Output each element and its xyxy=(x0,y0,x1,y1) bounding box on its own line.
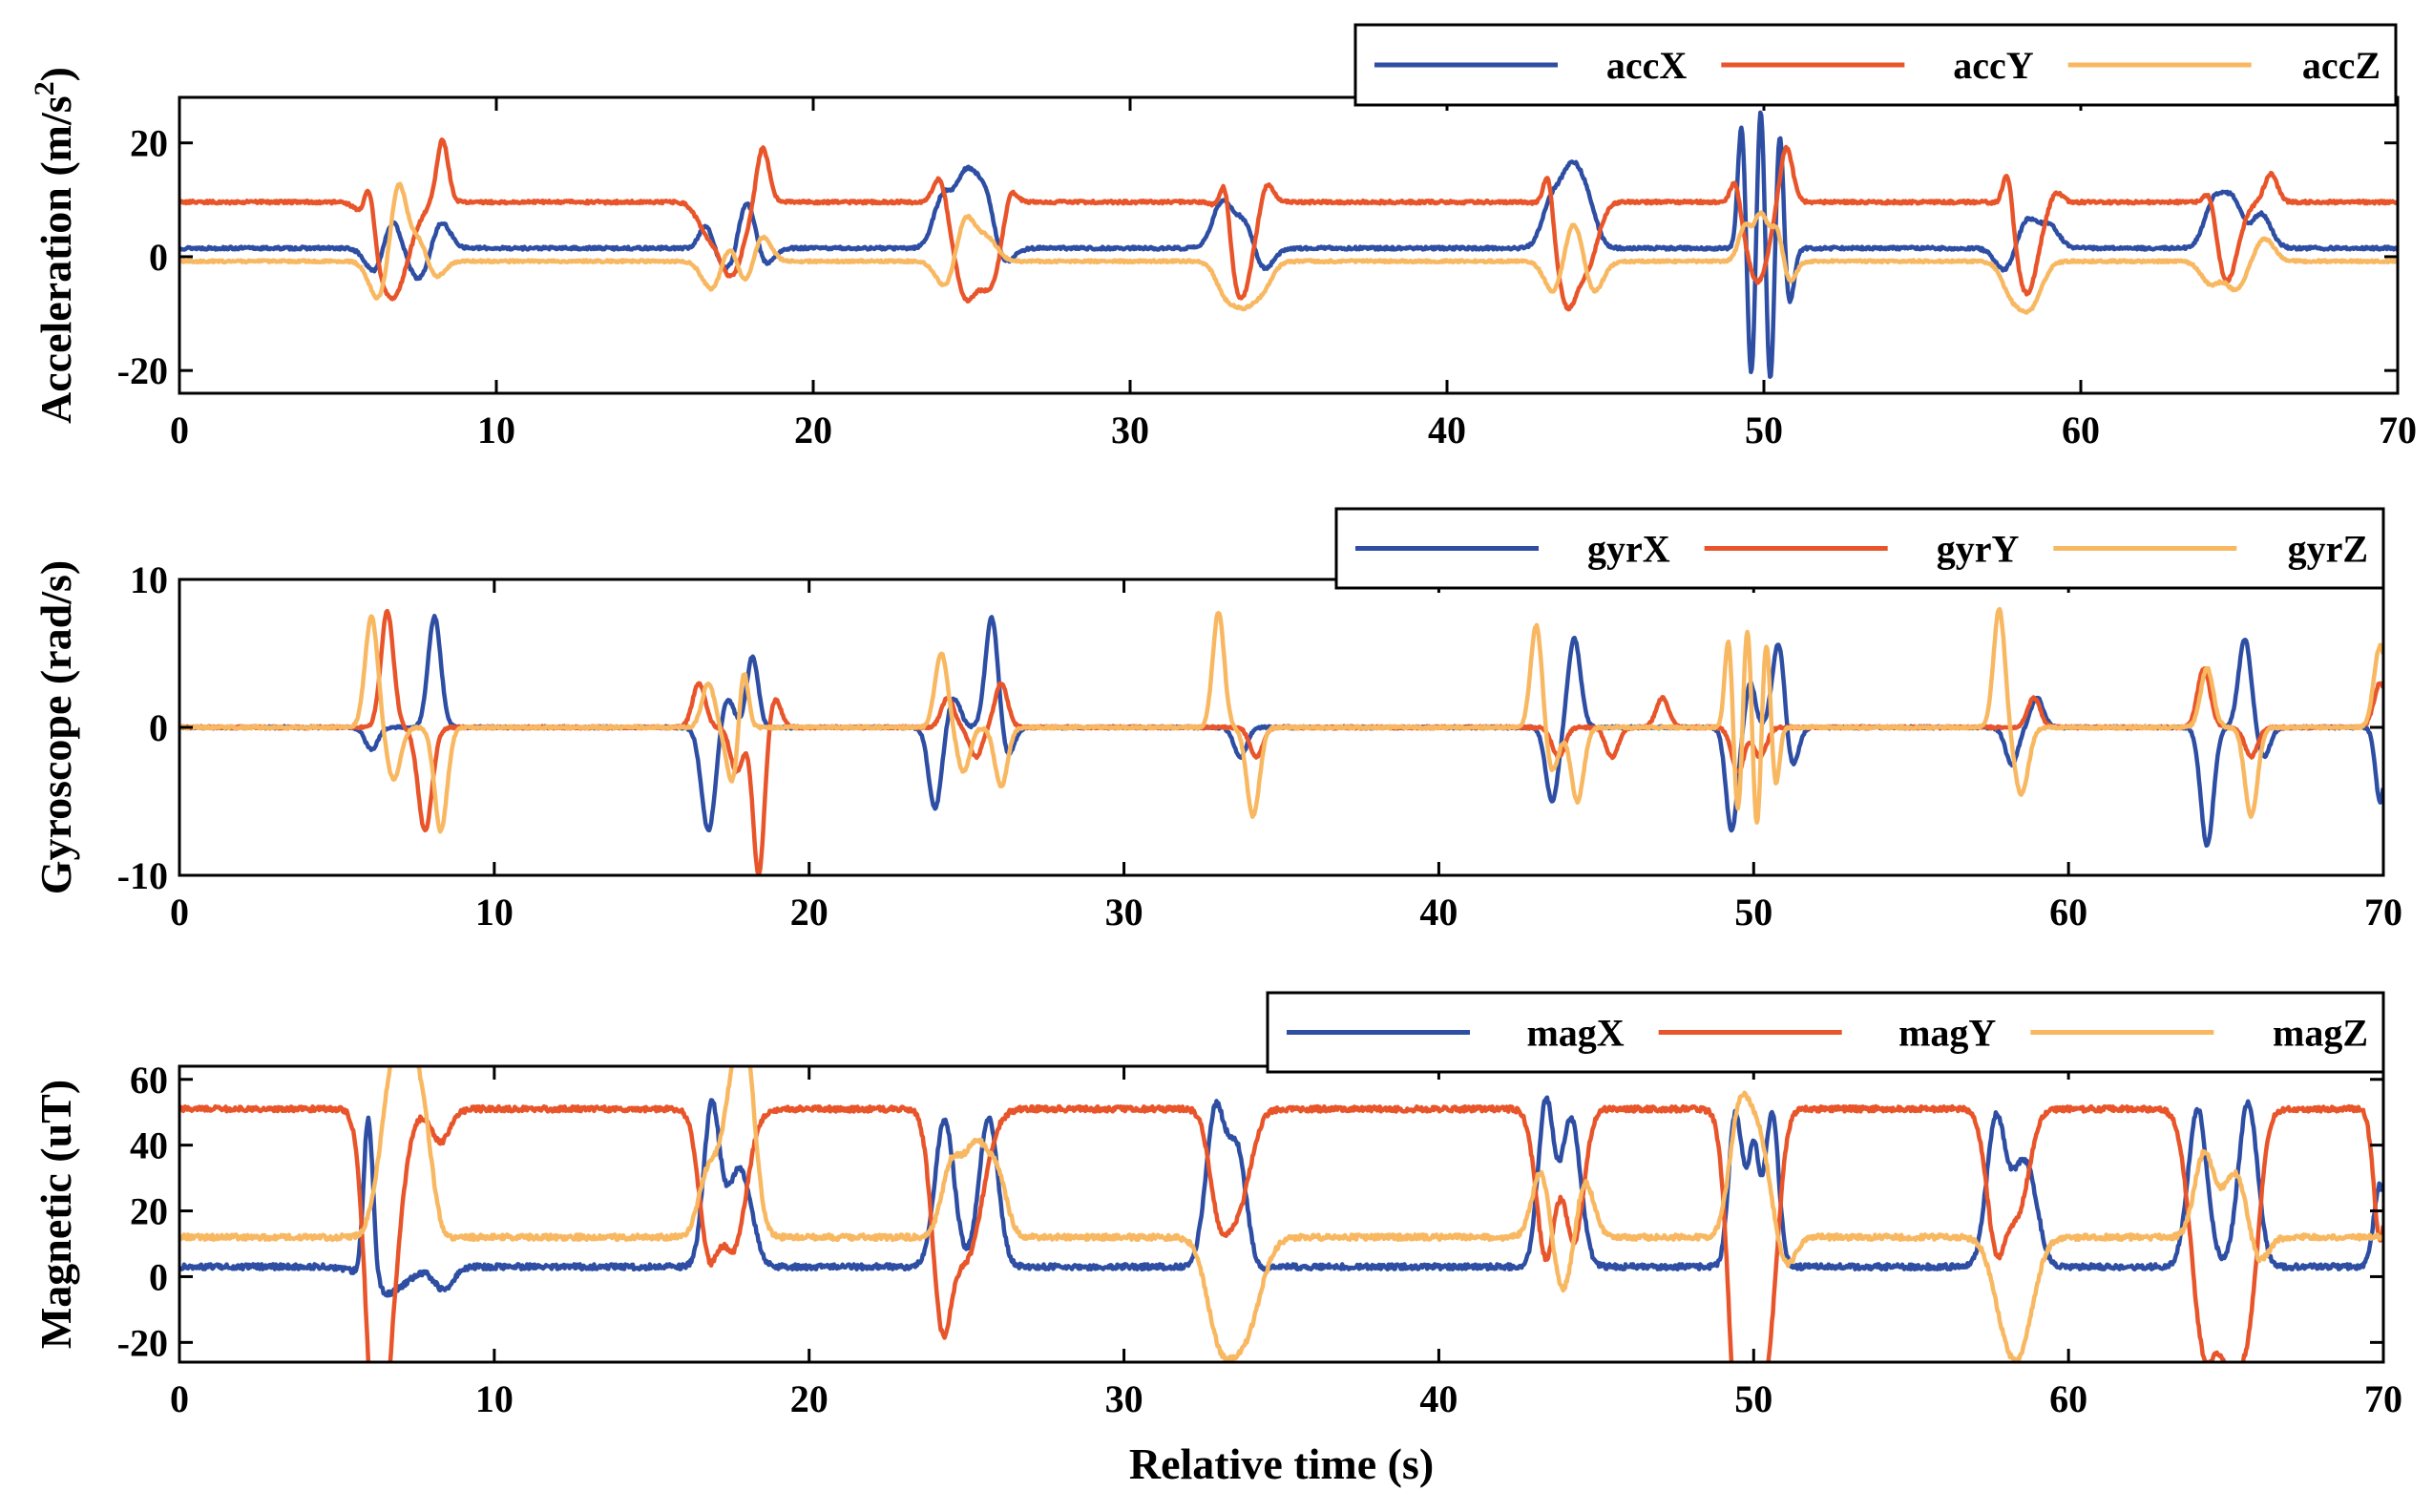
series-lines xyxy=(179,1066,2383,1362)
x-tick-label: 50 xyxy=(1745,409,1783,452)
x-tick-label: 40 xyxy=(1419,891,1458,934)
y-tick-label: -20 xyxy=(117,1321,168,1364)
x-tick-label: 30 xyxy=(1105,1377,1143,1420)
x-tick-label: 40 xyxy=(1419,1377,1458,1420)
legend-label-accZ: accZ xyxy=(2302,44,2381,87)
x-tick-label: 50 xyxy=(1734,891,1772,934)
x-tick-label: 60 xyxy=(2062,409,2100,452)
legend-label-magX: magX xyxy=(1526,1012,1624,1055)
y-tick-label: 20 xyxy=(130,1190,168,1233)
y-axis-title-text: Gyroscope (rad/s) xyxy=(31,560,80,895)
x-tick-label: 0 xyxy=(170,891,189,934)
x-tick-label: 10 xyxy=(475,891,514,934)
y-tick-label: -10 xyxy=(117,854,168,897)
x-tick-label: 60 xyxy=(2049,891,2087,934)
legend-label-accY: accY xyxy=(1953,44,2034,87)
y-axis-title: Acceleration (m/s2) xyxy=(29,67,80,424)
series-line-magX xyxy=(179,1095,2383,1298)
y-tick-label: 40 xyxy=(130,1124,168,1167)
y-tick-label: 0 xyxy=(149,706,168,749)
legend: magX magY magZ xyxy=(1266,991,2385,1074)
x-tick-label: 0 xyxy=(170,1377,189,1420)
series-line-gyrY xyxy=(179,608,2383,875)
series-line-magZ xyxy=(179,1066,2383,1362)
x-tick-label: 30 xyxy=(1111,409,1149,452)
x-tick-label: 20 xyxy=(790,1377,828,1420)
y-tick-label: 60 xyxy=(130,1059,168,1102)
plot-frame xyxy=(178,95,2400,395)
series-lines xyxy=(179,606,2383,875)
x-tick-label: 40 xyxy=(1428,409,1466,452)
x-tick-label: 10 xyxy=(475,1377,514,1420)
x-tick-label: 20 xyxy=(790,891,828,934)
x-tick-label: 30 xyxy=(1105,891,1143,934)
series-line-accY xyxy=(179,137,2398,312)
series-line-accX xyxy=(179,110,2398,379)
legend: accX accY accZ xyxy=(1353,23,2398,107)
legend-label-gyrX: gyrX xyxy=(1587,528,1670,571)
y-axis-title-superscript: 2 xyxy=(29,81,60,95)
x-tick-label: 70 xyxy=(2379,409,2417,452)
legend-label-magZ: magZ xyxy=(2273,1012,2368,1055)
x-tick-label: 70 xyxy=(2364,1377,2402,1420)
legend-label-accX: accX xyxy=(1606,44,1688,87)
y-axis-title: Magnetic (uT) xyxy=(31,1080,80,1349)
y-tick-label: 0 xyxy=(149,236,168,279)
y-axis-title-close: ) xyxy=(31,67,80,81)
x-tick-label: 60 xyxy=(2049,1377,2087,1420)
legend-label-gyrY: gyrY xyxy=(1937,528,2020,571)
series-line-magY xyxy=(179,1103,2383,1362)
y-tick-label: -20 xyxy=(117,349,168,392)
x-tick-label: 10 xyxy=(477,409,515,452)
y-axis-title: Gyroscope (rad/s) xyxy=(31,560,80,895)
legend-label-magY: magY xyxy=(1898,1012,1996,1055)
x-tick-label: 20 xyxy=(794,409,832,452)
y-axis-title-text: Magnetic (uT) xyxy=(31,1080,80,1349)
x-tick-label: 0 xyxy=(170,409,189,452)
series-line-gyrZ xyxy=(179,606,2383,834)
y-axis-title-text: Acceleration (m/s xyxy=(31,95,80,424)
x-axis-title: Relative time (s) xyxy=(1129,1439,1434,1488)
x-tick-label: 70 xyxy=(2364,891,2402,934)
y-tick-label: 10 xyxy=(130,558,168,601)
y-tick-label: 0 xyxy=(149,1255,168,1298)
legend-label-gyrZ: gyrZ xyxy=(2288,528,2368,571)
series-lines xyxy=(179,110,2398,379)
series-line-gyrX xyxy=(179,613,2383,849)
legend: gyrX gyrY gyrZ xyxy=(1334,507,2385,590)
x-tick-label: 50 xyxy=(1734,1377,1772,1420)
series-line-accZ xyxy=(179,181,2398,315)
y-tick-label: 20 xyxy=(130,122,168,165)
